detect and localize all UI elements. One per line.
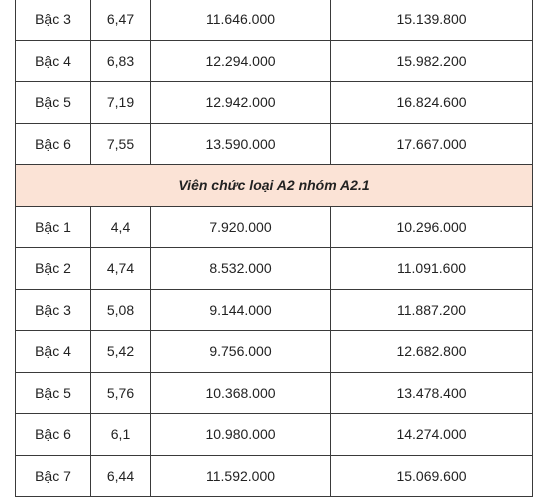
table-row: Bậc 3 6,47 11.646.000 15.139.800 (15, 0, 533, 41)
salary-new-cell: 15.069.600 (330, 454, 533, 497)
coefficient-cell: 7,55 (90, 122, 151, 165)
table-row: Bậc 5 5,76 10.368.000 13.478.400 (15, 371, 533, 414)
salary-new-cell: 14.274.000 (330, 413, 533, 456)
level-cell: Bậc 3 (15, 0, 91, 41)
coefficient-cell: 5,08 (90, 288, 151, 331)
coefficient-cell: 6,44 (90, 454, 151, 497)
salary-new-cell: 17.667.000 (330, 122, 533, 165)
salary-cell: 12.294.000 (150, 39, 331, 82)
level-cell: Bậc 3 (15, 288, 91, 331)
salary-new-cell: 15.139.800 (330, 0, 533, 41)
salary-cell: 12.942.000 (150, 81, 331, 124)
table-row: Bậc 4 5,42 9.756.000 12.682.800 (15, 330, 533, 373)
salary-cell: 11.646.000 (150, 0, 331, 41)
salary-table: Bậc 3 6,47 11.646.000 15.139.800 Bậc 4 6… (15, 0, 533, 497)
salary-new-cell: 16.824.600 (330, 81, 533, 124)
table-row: Bậc 2 4,74 8.532.000 11.091.600 (15, 247, 533, 290)
level-cell: Bậc 2 (15, 247, 91, 290)
level-cell: Bậc 5 (15, 81, 91, 124)
table-row: Bậc 6 6,1 10.980.000 14.274.000 (15, 413, 533, 456)
group-heading: Viên chức loại A2 nhóm A2.1 (15, 164, 533, 207)
level-cell: Bậc 6 (15, 413, 91, 456)
level-cell: Bậc 7 (15, 454, 91, 497)
table-row: Bậc 4 6,83 12.294.000 15.982.200 (15, 39, 533, 82)
salary-table-body: Bậc 3 6,47 11.646.000 15.139.800 Bậc 4 6… (15, 0, 533, 497)
coefficient-cell: 5,76 (90, 371, 151, 414)
group-heading-row: Viên chức loại A2 nhóm A2.1 (15, 164, 533, 207)
level-cell: Bậc 5 (15, 371, 91, 414)
salary-cell: 11.592.000 (150, 454, 331, 497)
salary-new-cell: 12.682.800 (330, 330, 533, 373)
salary-cell: 10.368.000 (150, 371, 331, 414)
salary-new-cell: 13.478.400 (330, 371, 533, 414)
coefficient-cell: 4,74 (90, 247, 151, 290)
coefficient-cell: 7,19 (90, 81, 151, 124)
salary-new-cell: 15.982.200 (330, 39, 533, 82)
table-row: Bậc 6 7,55 13.590.000 17.667.000 (15, 122, 533, 165)
coefficient-cell: 5,42 (90, 330, 151, 373)
coefficient-cell: 4,4 (90, 205, 151, 248)
table-row: Bậc 5 7,19 12.942.000 16.824.600 (15, 81, 533, 124)
salary-cell: 8.532.000 (150, 247, 331, 290)
salary-new-cell: 10.296.000 (330, 205, 533, 248)
salary-cell: 10.980.000 (150, 413, 331, 456)
salary-cell: 9.756.000 (150, 330, 331, 373)
coefficient-cell: 6,1 (90, 413, 151, 456)
salary-new-cell: 11.887.200 (330, 288, 533, 331)
table-row: Bậc 1 4,4 7.920.000 10.296.000 (15, 205, 533, 248)
level-cell: Bậc 4 (15, 330, 91, 373)
salary-cell: 13.590.000 (150, 122, 331, 165)
table-row: Bậc 3 5,08 9.144.000 11.887.200 (15, 288, 533, 331)
table-row: Bậc 7 6,44 11.592.000 15.069.600 (15, 454, 533, 497)
salary-new-cell: 11.091.600 (330, 247, 533, 290)
coefficient-cell: 6,83 (90, 39, 151, 82)
salary-cell: 7.920.000 (150, 205, 331, 248)
level-cell: Bậc 1 (15, 205, 91, 248)
level-cell: Bậc 6 (15, 122, 91, 165)
level-cell: Bậc 4 (15, 39, 91, 82)
coefficient-cell: 6,47 (90, 0, 151, 41)
salary-cell: 9.144.000 (150, 288, 331, 331)
